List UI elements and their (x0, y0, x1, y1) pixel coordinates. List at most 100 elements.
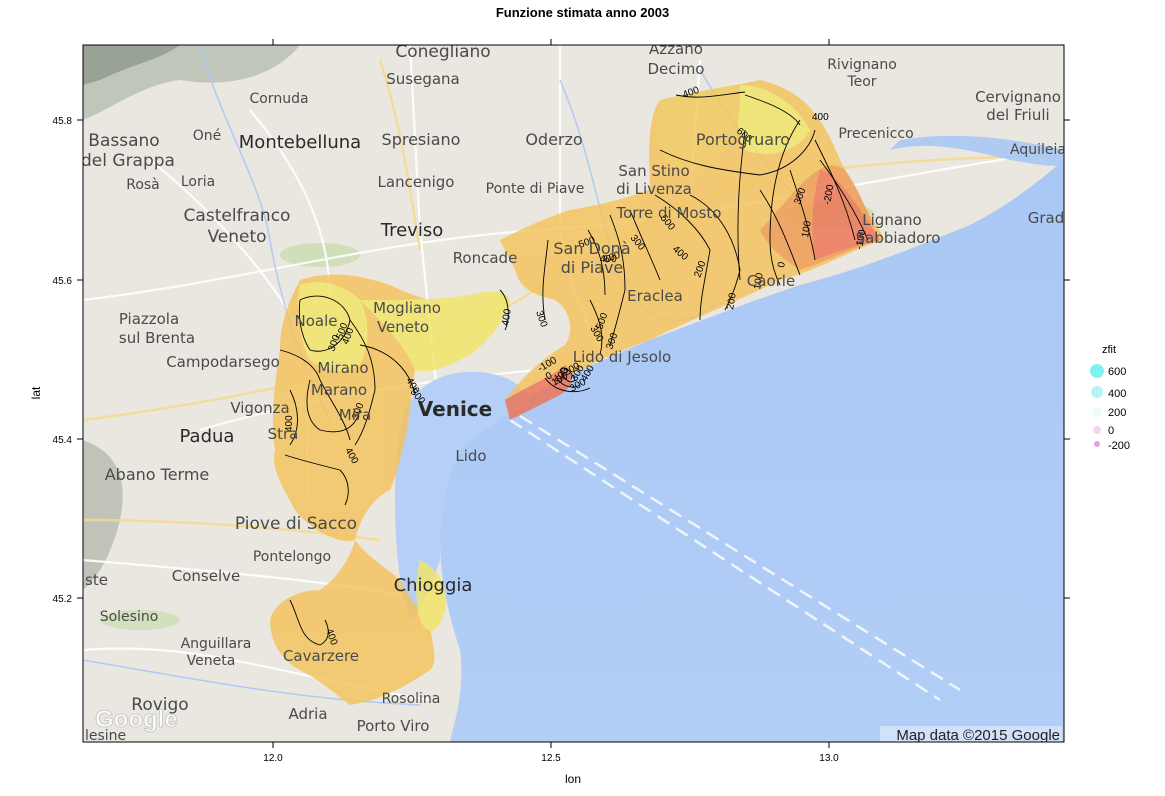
y-axis-label: lat (29, 386, 43, 399)
attribution-background (880, 726, 1062, 742)
legend-swatch (1091, 386, 1103, 398)
y-tick-label: 45.2 (53, 594, 73, 605)
park-area (280, 243, 360, 267)
x-axis-label: lon (565, 772, 581, 786)
legend-swatch (1090, 364, 1104, 378)
place-label: Mira (339, 406, 371, 424)
place-label: Vigonza (230, 399, 289, 417)
chart-title: Funzione stimata anno 2003 (495, 5, 670, 20)
place-label: Loria (181, 174, 215, 190)
panel-border (82, 44, 1065, 743)
place-label: Eraclea (627, 287, 683, 305)
place-label: Oderzo (525, 130, 582, 149)
x-tick-label: 12.5 (541, 753, 561, 764)
x-tick-marks (272, 39, 830, 748)
lagoon-north (890, 135, 1064, 166)
y-tick-label: 45.4 (53, 435, 73, 446)
contour-label: 400 (812, 112, 829, 123)
place-label: Veneta (187, 653, 236, 669)
place-label: Cervignano (975, 88, 1061, 106)
map-attribution: Map data ©2015 Google (896, 727, 1060, 744)
place-label: Castelfranco (184, 206, 291, 226)
place-label: Grad (1028, 209, 1065, 227)
legend-title: zfit (1102, 344, 1116, 356)
place-label: di Livenza (616, 180, 692, 198)
legend-label: -200 (1108, 440, 1130, 452)
place-label: Lido (455, 447, 486, 465)
place-label: Rivignano (827, 57, 897, 73)
place-label: Venice (418, 397, 492, 421)
contour-label: -100 (854, 228, 868, 250)
place-label: Piove di Sacco (235, 514, 357, 534)
place-label: Spresiano (382, 130, 461, 149)
x-tick-label: 13.0 (819, 753, 839, 764)
place-label: Veneto (207, 227, 266, 247)
place-label: Mirano (317, 359, 368, 377)
place-label: Roncade (453, 249, 518, 267)
place-label: Porto Viro (357, 717, 430, 735)
google-logo: Google (95, 706, 178, 733)
park-area (100, 610, 180, 630)
terrain-peaks (83, 45, 180, 85)
contour-label: -200 (822, 183, 836, 205)
legend-swatch (1092, 407, 1102, 417)
place-label: Padua (180, 426, 235, 447)
sea (439, 160, 1064, 742)
place-label: Lignano (862, 211, 921, 229)
contour-label: 400 (500, 308, 514, 327)
surface-chioggia (416, 560, 447, 631)
place-label: San Stino (618, 162, 689, 180)
place-label: Portogruaro (696, 130, 790, 149)
place-label: Abano Terme (105, 465, 210, 484)
place-label: Aquileia (1010, 142, 1066, 158)
legend-label: 400 (1108, 388, 1126, 400)
legend-label: 200 (1108, 407, 1126, 419)
place-label: Marano (311, 381, 367, 399)
place-label: Rovigo (131, 695, 188, 715)
legend-label: 0 (1108, 425, 1114, 437)
contour-lines (279, 91, 869, 646)
contour-label: 400 (284, 415, 295, 432)
y-tick-label: 45.8 (53, 116, 73, 127)
venice-lagoon (395, 371, 530, 620)
place-label: ste (85, 571, 108, 589)
y-tick-label: 45.6 (53, 276, 73, 287)
place-label: Anguillara (181, 636, 252, 652)
place-label: sul Brenta (119, 329, 195, 347)
legend-swatch (1093, 426, 1101, 434)
surface-north-west (656, 85, 740, 172)
contour-label: 0 (544, 370, 555, 383)
place-label: Rosolina (382, 691, 441, 707)
contour-label: 100 (752, 272, 766, 291)
place-label: Ponte di Piave (486, 181, 585, 197)
place-label: Precenicco (838, 126, 913, 142)
place-label: Conegliano (395, 42, 490, 62)
contour-label: 400 (600, 254, 617, 265)
place-label: del Friuli (986, 106, 1049, 124)
estimate-surface (270, 80, 885, 705)
y-tick-marks (77, 119, 1070, 599)
x-tick-label: 12.0 (263, 753, 283, 764)
place-label: Solesino (100, 609, 159, 625)
place-label: di Piave (561, 258, 624, 277)
place-label: San Donà (553, 239, 630, 258)
place-label: Conselve (172, 567, 240, 585)
place-label: Mogliano (373, 299, 441, 317)
place-label: Noale (295, 312, 338, 330)
place-label: lesine (85, 728, 126, 744)
contour-label: 200 (725, 292, 739, 311)
place-label: Oné (193, 128, 222, 144)
place-labels: Conegliano Azzano Decimo Rivignano Teor … (83, 42, 1066, 744)
place-label: Piazzola (119, 310, 179, 328)
place-label: Stra (268, 425, 299, 443)
place-label: Sabbiadoro (856, 229, 941, 247)
surface-north (500, 80, 885, 420)
surface-peak-jesolo (505, 365, 572, 420)
terrain-hills (83, 440, 123, 590)
place-label: Lido di Jesolo (573, 348, 671, 366)
legend-label: 600 (1108, 366, 1126, 378)
place-label: Rosà (126, 177, 160, 193)
place-label: Teor (846, 74, 876, 90)
shipping-lanes (509, 414, 961, 702)
place-label: Pontelongo (253, 549, 331, 565)
